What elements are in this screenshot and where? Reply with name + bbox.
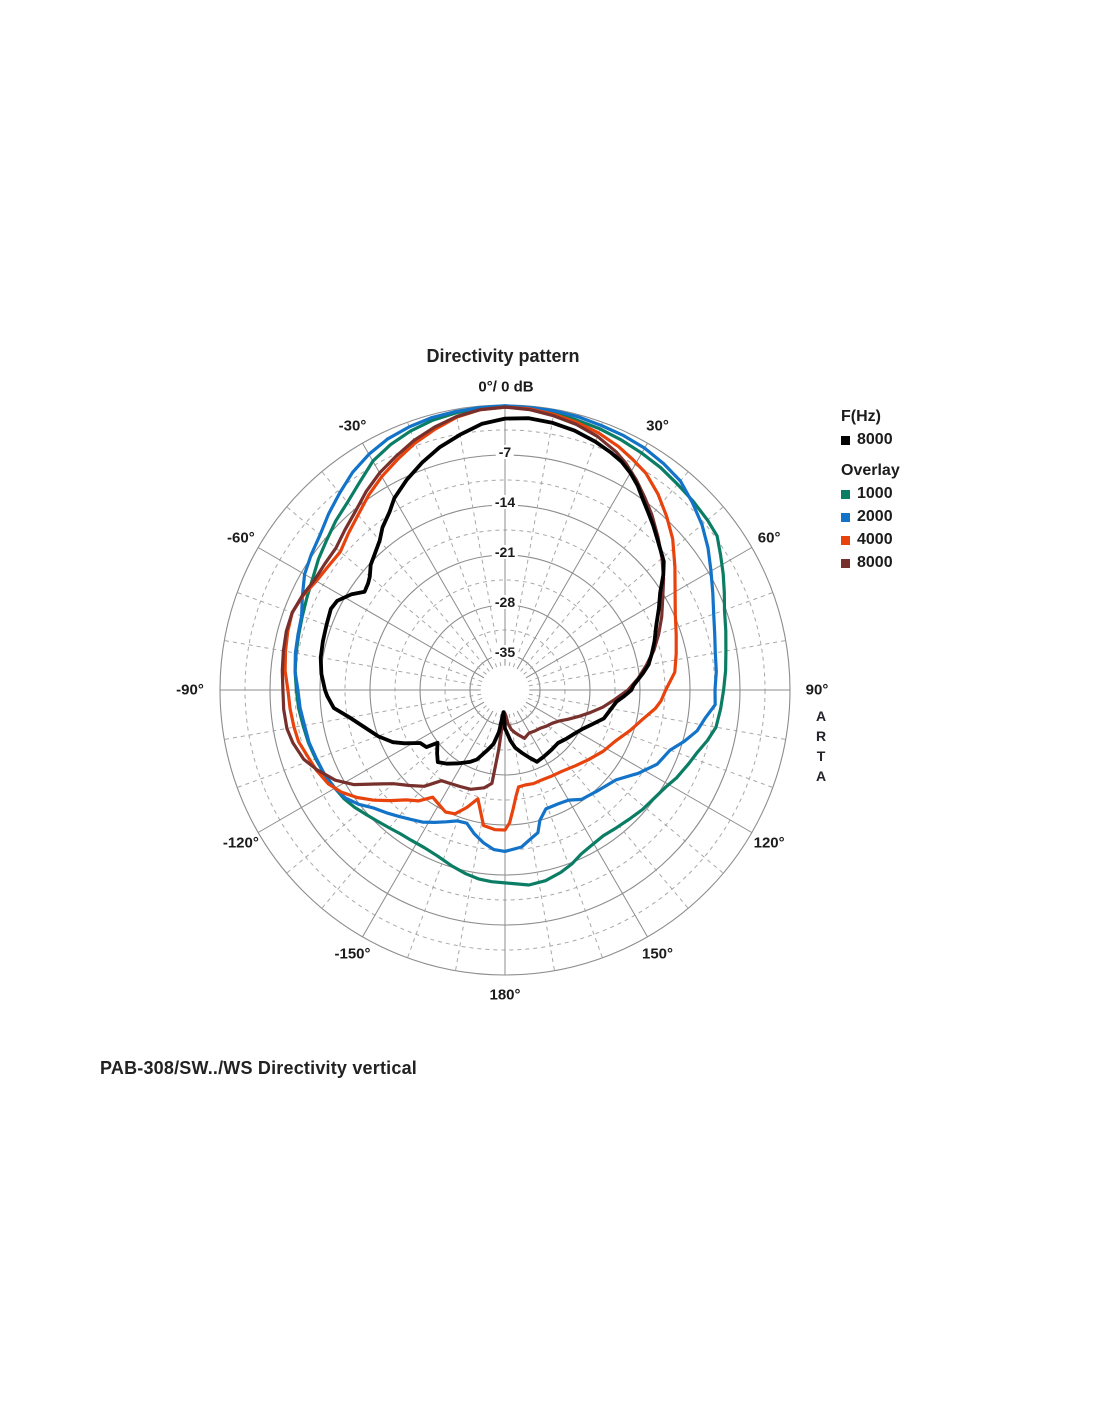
- legend: F(Hz) 8000 Overlay 1000 2000 4000 8000: [841, 408, 961, 578]
- grid-spoke-dashed: [528, 640, 786, 687]
- grid-spoke-dashed: [321, 471, 490, 672]
- grid-spoke-dashed: [520, 708, 689, 909]
- series-curve-fhz-8000: [318, 416, 666, 766]
- legend-item-overlay-1000: 1000: [841, 486, 961, 502]
- angle-label-180: 180°: [489, 986, 521, 1004]
- grid-spoke-solid: [257, 701, 485, 833]
- legend-swatch-icon: [841, 535, 850, 545]
- grid-spoke-dashed: [527, 592, 773, 683]
- angle-label-120: 120°: [753, 834, 785, 851]
- grid-spoke-solid: [362, 710, 494, 938]
- grid-spoke-solid: [516, 442, 648, 670]
- legend-overlay-header: Overlay: [841, 462, 900, 479]
- db-tick-label--28: -28: [491, 595, 519, 609]
- grid-spoke-dashed: [224, 693, 482, 740]
- angle-label--30: -30°: [338, 417, 367, 435]
- bottom-caption: PAB-308/SW../WS Directivity vertical: [100, 1058, 417, 1078]
- legend-item-label: 1000: [857, 485, 893, 502]
- arta-letter: A: [815, 768, 827, 784]
- grid-spoke-dashed: [508, 409, 555, 667]
- series-curve-overlay-8000: [280, 405, 666, 791]
- angle-label-90: 90°: [805, 681, 829, 699]
- series-curve-overlay-4000: [283, 405, 678, 832]
- grid-spoke-dashed: [512, 712, 603, 958]
- grid-spoke-solid: [525, 701, 753, 833]
- db-tick-label--35: -35: [491, 645, 519, 659]
- db-tick-label--7: -7: [495, 445, 515, 459]
- legend-swatch-icon: [841, 435, 850, 445]
- legend-swatch-icon: [841, 558, 850, 568]
- angle-label--120: -120°: [222, 834, 259, 851]
- arta-letter: A: [815, 708, 827, 724]
- legend-overlay-items: 1000 2000 4000 8000: [841, 486, 961, 571]
- legend-item-overlay-4000: 4000: [841, 532, 961, 548]
- grid-spoke-dashed: [512, 422, 603, 668]
- grid-spoke-dashed: [527, 697, 773, 788]
- legend-item-label: 8000: [857, 554, 893, 571]
- angle-label-60: 60°: [757, 529, 781, 546]
- grid-spoke-dashed: [321, 708, 490, 909]
- legend-item-label: 8000: [857, 431, 893, 448]
- legend-item-label: 2000: [857, 508, 893, 525]
- grid-spoke-solid: [362, 442, 494, 670]
- arta-letter: R: [815, 728, 827, 744]
- legend-item-label: 4000: [857, 531, 893, 548]
- grid-spoke-dashed: [520, 471, 689, 672]
- legend-item-freq-8000: 8000: [841, 432, 961, 448]
- legend-item-overlay-8000: 8000: [841, 555, 961, 571]
- legend-item-overlay-2000: 2000: [841, 509, 961, 525]
- grid-spoke-dashed: [237, 592, 483, 683]
- legend-swatch-icon: [841, 512, 850, 522]
- grid-spoke-dashed: [508, 713, 555, 971]
- grid-spoke-dashed: [455, 409, 502, 667]
- angle-label--90: -90°: [176, 681, 204, 699]
- grid-spoke-solid: [525, 547, 753, 679]
- grid-spoke-dashed: [237, 697, 483, 788]
- legend-swatch-icon: [841, 489, 850, 499]
- grid-spoke-dashed: [455, 713, 502, 971]
- series-curve-overlay-2000: [293, 404, 718, 853]
- center-hub: [483, 668, 527, 712]
- zero-degree-zero-db-label: 0°/ 0 dB: [478, 378, 534, 396]
- legend-freq-header: F(Hz): [841, 408, 881, 425]
- grid-spoke-solid: [516, 710, 648, 938]
- grid-spoke-dashed: [286, 705, 487, 874]
- angle-label--150: -150°: [334, 945, 371, 963]
- arta-letter: T: [816, 748, 826, 764]
- angle-label-30: 30°: [646, 417, 669, 435]
- grid-spoke-dashed: [523, 506, 724, 675]
- grid-spoke-dashed: [523, 705, 724, 874]
- grid-spoke-dashed: [224, 640, 482, 687]
- legend-freq-items: 8000: [841, 432, 961, 448]
- grid-spoke-dashed: [286, 506, 487, 675]
- grid-spoke-dashed: [528, 693, 786, 740]
- chart-title: Directivity pattern: [426, 346, 580, 366]
- angle-label--60: -60°: [227, 529, 255, 546]
- db-tick-label--14: -14: [491, 495, 519, 509]
- db-tick-label--21: -21: [491, 545, 519, 559]
- angle-label-150: 150°: [641, 945, 674, 963]
- grid-spoke-solid: [257, 547, 485, 679]
